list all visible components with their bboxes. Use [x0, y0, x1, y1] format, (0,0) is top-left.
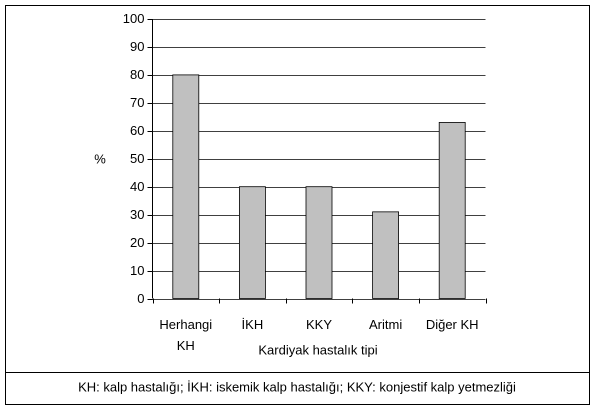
- x-tick-label: Herhangi KH: [159, 316, 213, 353]
- y-tick-label: 10: [130, 263, 144, 278]
- x-tick-label: Diğer KH: [425, 316, 479, 332]
- y-tick-label: 70: [130, 95, 144, 110]
- y-tick-label: 50: [130, 151, 144, 166]
- x-tick-label: Aritmi: [368, 316, 403, 332]
- frame: [5, 5, 590, 405]
- x-axis-label: Kardiyak hastalık tipi: [258, 342, 377, 357]
- bar: [438, 122, 466, 299]
- bar: [305, 186, 333, 299]
- x-tick-label: İKH: [241, 316, 264, 332]
- bar: [238, 186, 266, 299]
- y-tick-label: 30: [130, 207, 144, 222]
- y-tick-label: 20: [130, 235, 144, 250]
- y-tick-label: 80: [130, 67, 144, 82]
- y-tick-label: 60: [130, 123, 144, 138]
- y-axis-label: %: [94, 151, 106, 166]
- bar: [372, 211, 400, 299]
- y-tick-label: 90: [130, 39, 144, 54]
- x-tick-label: KKY: [305, 316, 332, 332]
- y-tick-label: 0: [137, 291, 144, 306]
- bar: [172, 74, 200, 299]
- y-tick-label: 100: [123, 11, 145, 26]
- y-tick-label: 40: [130, 179, 144, 194]
- footnote: KH: kalp hastalığı; İKH: iskemik kalp ha…: [78, 379, 516, 394]
